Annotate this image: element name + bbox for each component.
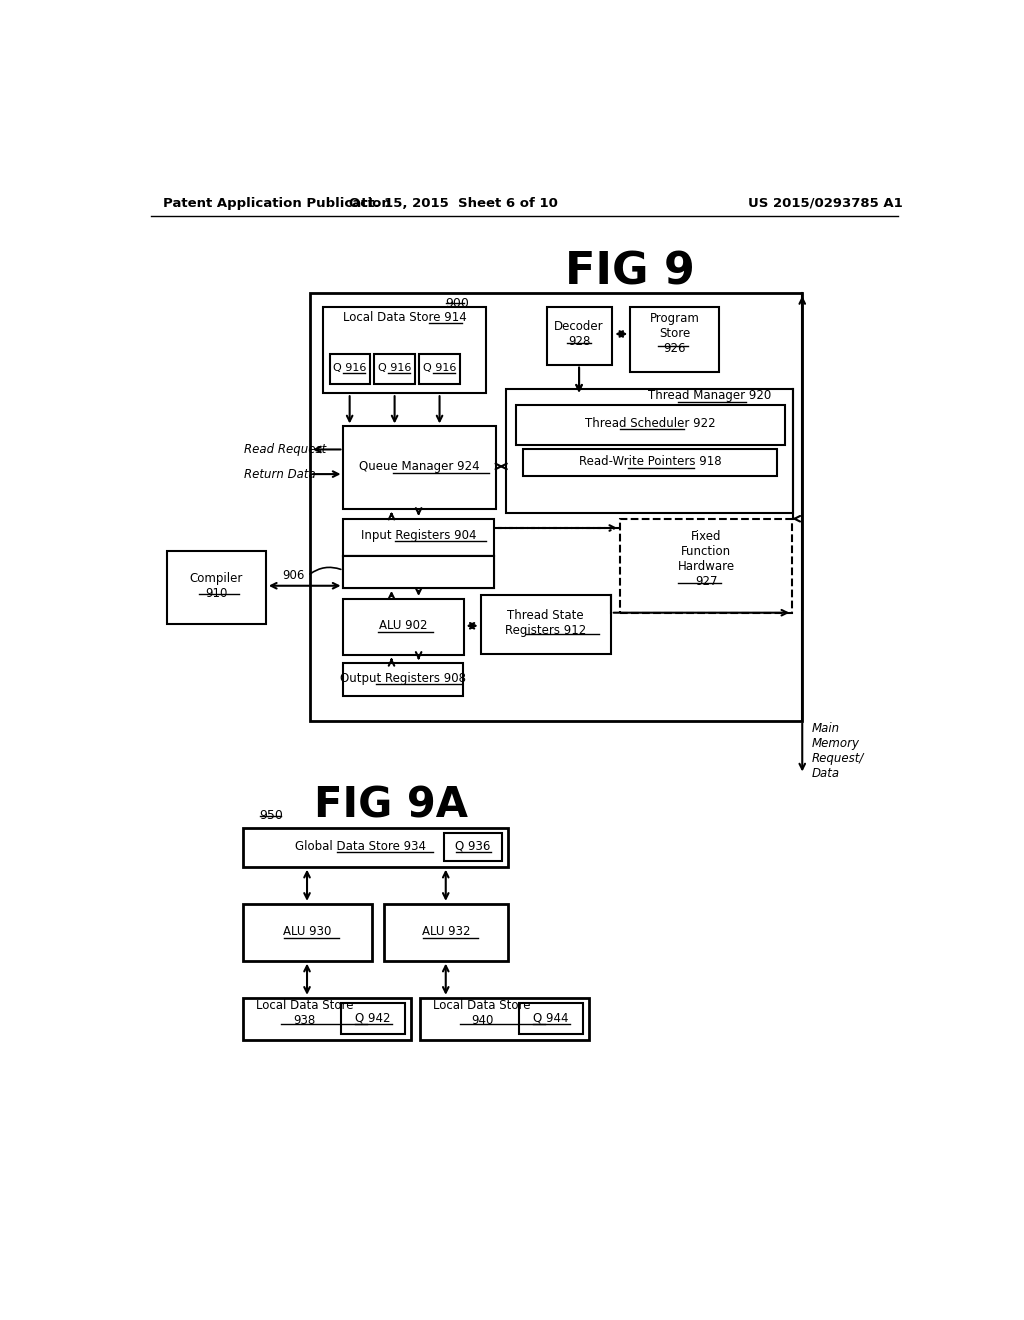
Text: Q 916: Q 916 [333,363,367,372]
Text: ALU 932: ALU 932 [422,925,470,939]
Bar [515,405,785,445]
Text: Fixed
Function
Hardware
927: Fixed Function Hardware 927 [678,529,734,587]
Bar [341,1003,404,1034]
Bar [523,449,777,477]
Bar [343,599,464,655]
Text: Oct. 15, 2015  Sheet 6 of 10: Oct. 15, 2015 Sheet 6 of 10 [349,197,558,210]
Text: Thread Manager 920: Thread Manager 920 [647,389,771,403]
Text: Q 944: Q 944 [534,1011,569,1024]
Bar [343,519,494,556]
Bar [444,833,503,862]
Bar [330,354,370,384]
Bar [519,1003,583,1034]
Text: Q 916: Q 916 [423,363,457,372]
Text: ALU 930: ALU 930 [283,925,331,939]
Text: FIG 9: FIG 9 [565,251,695,294]
Text: Global Data Store 934: Global Data Store 934 [295,840,426,853]
Text: 950: 950 [260,809,284,822]
Text: Program
Store
926: Program Store 926 [649,313,699,355]
Bar [480,595,611,653]
Bar [420,998,589,1040]
Bar [506,389,793,512]
Text: Q 936: Q 936 [456,840,490,853]
Bar [343,556,494,589]
Text: Q 942: Q 942 [355,1011,390,1024]
Bar [547,308,612,364]
Text: Return Data: Return Data [245,467,316,480]
Text: FIG 9A: FIG 9A [314,784,469,826]
Bar [384,904,508,961]
Text: Main
Memory
Request/
Data: Main Memory Request/ Data [812,722,864,780]
Text: Local Data Store
940: Local Data Store 940 [433,999,530,1027]
Bar [343,426,496,508]
Text: Local Data Store 914: Local Data Store 914 [343,312,467,325]
Bar [243,998,411,1040]
Bar [324,308,486,393]
Bar [310,293,802,721]
Text: Local Data Store
938: Local Data Store 938 [256,999,353,1027]
Bar [167,552,266,624]
Text: Thread State
Registers 912: Thread State Registers 912 [505,609,587,636]
Text: Thread Scheduler 922: Thread Scheduler 922 [585,417,716,430]
Text: 906: 906 [283,569,305,582]
Bar [621,519,793,612]
Text: Compiler
910: Compiler 910 [189,572,243,599]
Text: ALU 902: ALU 902 [379,619,427,632]
Text: Queue Manager 924: Queue Manager 924 [359,459,479,473]
Bar [243,829,508,867]
Text: Output Registers 908: Output Registers 908 [340,672,466,685]
Text: 900: 900 [445,297,470,310]
Bar [243,904,372,961]
Text: Read-Write Pointers 918: Read-Write Pointers 918 [579,455,722,469]
Bar [420,354,460,384]
Bar [343,663,463,696]
Text: US 2015/0293785 A1: US 2015/0293785 A1 [749,197,903,210]
Bar [630,308,719,372]
Text: Q 916: Q 916 [378,363,412,372]
Bar [375,354,415,384]
Bar [343,556,494,589]
Text: Decoder
928: Decoder 928 [554,319,604,348]
Text: Patent Application Publication: Patent Application Publication [163,197,390,210]
Text: Read Request: Read Request [245,444,327,455]
Text: Input Registers 904: Input Registers 904 [360,529,476,543]
